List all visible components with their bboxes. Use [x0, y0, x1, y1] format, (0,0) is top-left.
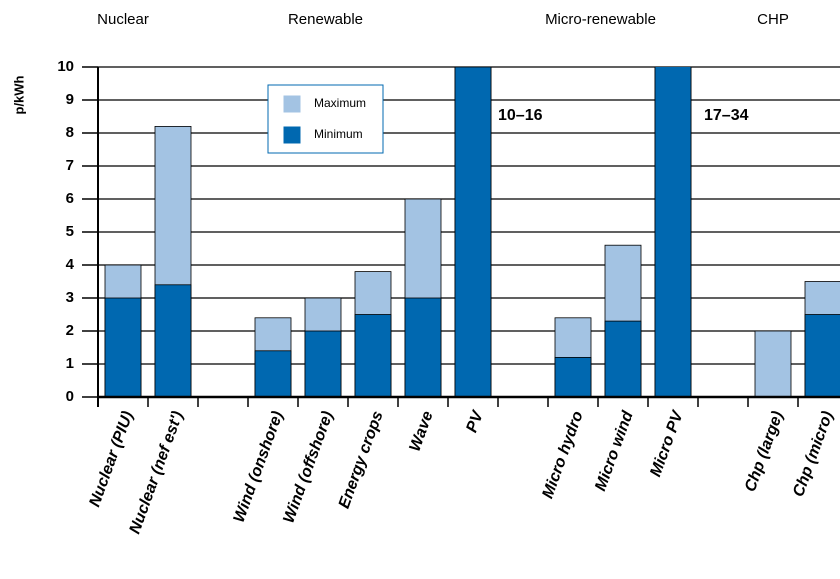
y-tick-label: 10 — [57, 58, 74, 75]
y-tick-label: 7 — [66, 157, 74, 174]
group-label: CHP — [757, 11, 789, 28]
bar — [354, 314, 392, 398]
legend-swatch — [283, 95, 301, 113]
x-tick-label: Wind (offshore) — [280, 409, 336, 525]
bar — [304, 330, 342, 398]
x-tick-label: Micro hydro — [539, 409, 586, 501]
bar — [254, 350, 292, 398]
group-label: Renewable — [288, 11, 363, 28]
x-tick-label: Nuclear (PIU) — [86, 409, 136, 509]
x-tick-label: Chp (micro) — [790, 409, 837, 499]
y-tick-label: 9 — [66, 91, 74, 108]
y-tick-label: 5 — [66, 223, 74, 240]
y-axis-label: p/kWh — [11, 75, 26, 114]
bar — [654, 67, 692, 398]
y-tick-label: 2 — [66, 322, 74, 339]
x-tick-label: Chp (large) — [742, 409, 787, 494]
x-tick-label: Wind (onshore) — [231, 409, 287, 525]
bar — [804, 314, 840, 398]
bar — [604, 320, 642, 398]
x-tick-label: Energy crops — [336, 409, 387, 511]
y-tick-label: 0 — [66, 388, 74, 405]
x-tick-label: Micro PV — [647, 408, 687, 479]
x-tick-label: Wave — [407, 409, 437, 454]
bar — [754, 330, 792, 398]
annotation: 10–16 — [498, 107, 543, 124]
bar — [554, 356, 592, 398]
x-tick-label: Micro wind — [592, 408, 637, 493]
y-tick-label: 8 — [66, 124, 74, 141]
y-tick-label: 6 — [66, 190, 74, 207]
y-tick-label: 1 — [66, 355, 74, 372]
bar — [454, 67, 492, 398]
bar — [404, 297, 442, 398]
legend-label: Minimum — [314, 127, 363, 141]
bar — [104, 297, 142, 398]
group-label: Micro-renewable — [545, 11, 656, 28]
y-tick-label: 4 — [66, 256, 75, 273]
bar — [154, 284, 192, 398]
x-tick-label: PV — [463, 408, 487, 435]
annotation: 17–34 — [704, 107, 749, 124]
y-tick-label: 3 — [66, 289, 74, 306]
legend-swatch — [283, 126, 301, 144]
group-label: Nuclear — [97, 11, 149, 28]
x-tick-label: Nuclear (nef est') — [127, 409, 187, 536]
legend-label: Maximum — [314, 96, 366, 110]
plot-area — [104, 67, 840, 398]
